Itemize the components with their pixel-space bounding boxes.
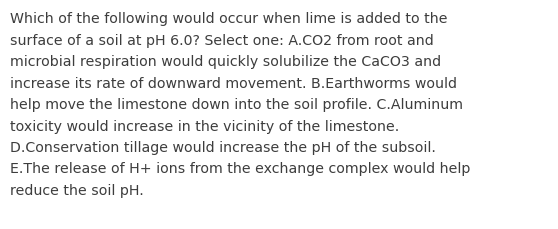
Text: D.Conservation tillage would increase the pH of the subsoil.: D.Conservation tillage would increase th…	[10, 140, 436, 154]
Text: Which of the following would occur when lime is added to the: Which of the following would occur when …	[10, 12, 448, 26]
Text: toxicity would increase in the vicinity of the limestone.: toxicity would increase in the vicinity …	[10, 119, 400, 133]
Text: E.The release of H+ ions from the exchange complex would help: E.The release of H+ ions from the exchan…	[10, 162, 470, 176]
Text: increase its rate of downward movement. B.Earthworms would: increase its rate of downward movement. …	[10, 76, 457, 90]
Text: help move the limestone down into the soil profile. C.Aluminum: help move the limestone down into the so…	[10, 98, 463, 112]
Text: microbial respiration would quickly solubilize the CaCO3 and: microbial respiration would quickly solu…	[10, 55, 441, 69]
Text: surface of a soil at pH 6.0? Select one: A.CO2 from root and: surface of a soil at pH 6.0? Select one:…	[10, 33, 434, 47]
Text: reduce the soil pH.: reduce the soil pH.	[10, 183, 144, 197]
